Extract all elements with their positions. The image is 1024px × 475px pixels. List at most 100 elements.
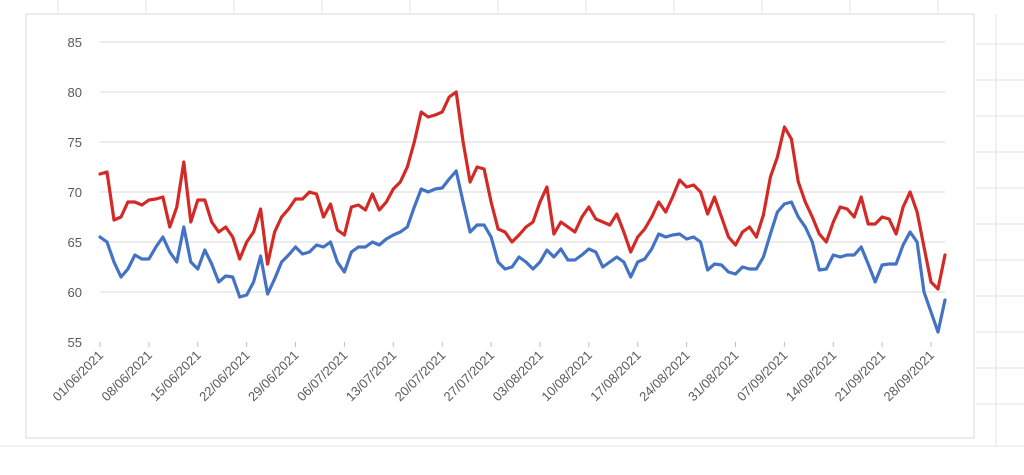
data-point: [894, 232, 898, 236]
y-gridlines: [100, 41, 945, 293]
data-point: [629, 275, 633, 279]
data-point: [524, 260, 528, 264]
data-point: [615, 212, 619, 216]
data-point: [384, 237, 388, 241]
data-point: [685, 237, 688, 241]
series-group: [98, 90, 947, 334]
data-point: [664, 210, 668, 214]
data-point: [496, 227, 500, 231]
spreadsheet-cell-grid: [0, 0, 1024, 447]
data-point: [433, 113, 437, 117]
data-point: [322, 245, 325, 249]
data-point: [699, 190, 702, 194]
data-point: [371, 192, 374, 196]
data-point: [454, 90, 458, 94]
data-point: [783, 202, 786, 206]
data-point: [796, 215, 800, 219]
data-point: [803, 200, 807, 204]
data-point: [510, 240, 514, 244]
data-point: [280, 215, 283, 219]
data-point: [329, 240, 332, 244]
data-point: [503, 230, 507, 234]
data-point: [440, 186, 444, 190]
data-point: [824, 267, 828, 271]
data-point: [769, 232, 772, 236]
data-point: [915, 210, 919, 214]
data-point: [140, 257, 144, 261]
data-point: [734, 272, 737, 276]
data-point: [776, 155, 779, 159]
data-point: [475, 165, 479, 169]
data-point: [433, 187, 437, 191]
y-tick-label: 75: [68, 135, 82, 150]
data-point: [566, 258, 570, 262]
data-point: [245, 293, 249, 297]
data-point: [845, 253, 849, 257]
data-point: [608, 223, 612, 227]
data-point: [755, 235, 758, 239]
data-point: [426, 190, 430, 194]
data-point: [329, 202, 332, 206]
data-point: [252, 230, 256, 234]
data-point: [538, 200, 542, 204]
data-point: [762, 255, 765, 259]
data-point: [336, 228, 339, 232]
data-point: [650, 247, 654, 251]
data-point: [461, 200, 465, 204]
data-point: [147, 198, 151, 202]
data-point: [936, 287, 940, 291]
data-point: [126, 200, 130, 204]
data-point: [831, 220, 835, 224]
data-point: [790, 137, 793, 141]
data-point: [671, 233, 674, 237]
data-point: [161, 195, 165, 199]
data-point: [398, 230, 402, 234]
data-point: [936, 330, 940, 334]
data-point: [915, 240, 919, 244]
data-point: [398, 180, 402, 184]
data-point: [454, 169, 458, 173]
data-point: [629, 250, 633, 254]
data-point: [706, 212, 709, 216]
data-point: [678, 232, 681, 236]
data-point: [140, 203, 144, 207]
data-point: [873, 280, 877, 284]
data-point: [545, 185, 549, 189]
data-point: [245, 240, 249, 244]
data-point: [790, 200, 793, 204]
data-point: [713, 195, 716, 199]
data-point: [643, 257, 647, 261]
data-point: [810, 215, 814, 219]
data-point: [98, 235, 102, 239]
data-point: [357, 245, 360, 249]
data-point: [419, 110, 423, 114]
data-point: [231, 235, 235, 239]
data-point: [594, 217, 598, 221]
data-point: [803, 225, 807, 229]
data-point: [838, 255, 842, 259]
data-point: [161, 235, 165, 239]
data-point: [601, 220, 605, 224]
data-point: [182, 225, 186, 229]
data-point: [713, 262, 716, 266]
data-point: [322, 215, 325, 219]
series-2: [98, 169, 947, 334]
data-point: [384, 200, 388, 204]
data-point: [189, 220, 193, 224]
data-point: [119, 215, 123, 219]
data-point: [622, 260, 626, 264]
data-point: [615, 255, 619, 259]
data-point: [796, 180, 800, 184]
data-point: [552, 232, 556, 236]
data-point: [741, 265, 744, 269]
data-point: [343, 270, 346, 274]
data-point: [266, 292, 269, 296]
data-point: [377, 243, 381, 247]
data-point: [440, 110, 444, 114]
data-point: [887, 262, 891, 266]
data-point: [105, 240, 109, 244]
data-point: [419, 187, 423, 191]
data-point: [489, 235, 493, 239]
series-line[interactable]: [98, 90, 947, 291]
data-point: [343, 233, 346, 237]
